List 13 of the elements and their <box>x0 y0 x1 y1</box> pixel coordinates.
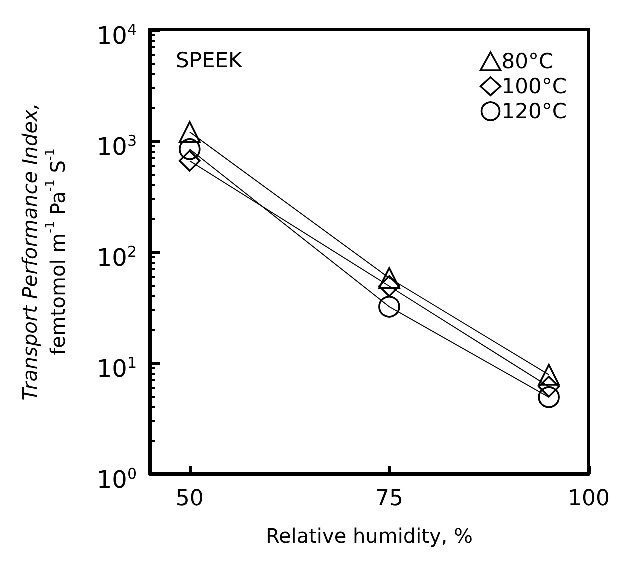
y-tick-label: 10$^{1}$ <box>96 353 137 385</box>
x-tick-label: 75 <box>375 486 404 512</box>
y-tick-label: 10$^{2}$ <box>96 242 137 274</box>
x-tick-label: 50 <box>176 486 204 512</box>
legend-label: 80°C <box>502 50 554 74</box>
y-tick-label: 10$^{0}$ <box>96 464 137 496</box>
x-tick-label: 100 <box>568 486 610 512</box>
legend-label: 100°C <box>502 74 568 98</box>
x-axis-title: Relative humidity, % <box>266 524 474 548</box>
legend-label: 120°C <box>502 100 568 124</box>
y-tick-label: 10$^{3}$ <box>96 131 137 163</box>
y-tick-label: 10$^{4}$ <box>96 20 137 52</box>
annotation: SPEEK <box>176 48 244 72</box>
